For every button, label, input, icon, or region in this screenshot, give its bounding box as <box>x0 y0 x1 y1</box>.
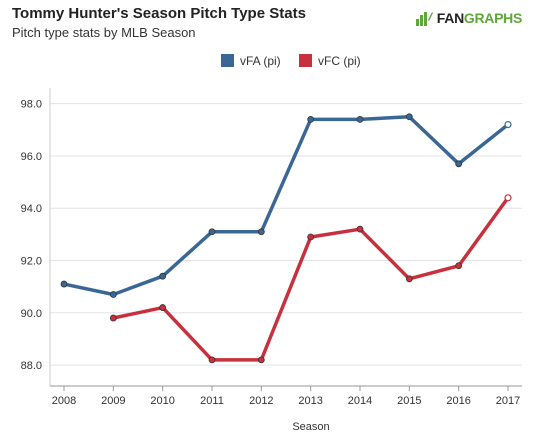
logo-text-suffix: GRAPHS <box>463 10 522 26</box>
x-tick-label: 2012 <box>249 395 273 407</box>
x-tick-label: 2013 <box>298 395 322 407</box>
data-point[interactable] <box>455 160 463 168</box>
x-tick-label: 2008 <box>52 395 76 407</box>
data-point[interactable] <box>208 228 216 236</box>
data-point[interactable] <box>405 275 413 283</box>
chart-subtitle: Pitch type stats by MLB Season <box>12 25 196 40</box>
data-point[interactable] <box>109 314 117 322</box>
y-tick-label: 90.0 <box>21 308 42 320</box>
legend-label[interactable]: vFC (pi) <box>318 54 361 68</box>
data-point[interactable] <box>405 113 413 121</box>
data-point[interactable] <box>208 356 216 364</box>
legend-swatch[interactable] <box>221 54 234 67</box>
data-point[interactable] <box>504 194 512 202</box>
y-tick-label: 94.0 <box>21 203 42 215</box>
legend-label[interactable]: vFA (pi) <box>240 54 281 68</box>
data-point[interactable] <box>257 356 265 364</box>
y-tick-label: 92.0 <box>21 256 42 268</box>
data-point[interactable] <box>257 228 265 236</box>
data-point[interactable] <box>356 115 364 123</box>
x-tick-label: 2011 <box>200 395 224 407</box>
logo-text-prefix: FAN <box>436 10 464 26</box>
series-line <box>111 196 510 362</box>
data-point[interactable] <box>159 272 167 280</box>
data-point[interactable] <box>356 225 364 233</box>
y-tick-label: 96.0 <box>21 151 42 163</box>
y-tick-label: 98.0 <box>21 99 42 111</box>
data-point[interactable] <box>60 280 68 288</box>
data-point[interactable] <box>307 233 315 241</box>
chart-title: Tommy Hunter's Season Pitch Type Stats <box>12 5 306 22</box>
x-tick-label: 2017 <box>496 395 520 407</box>
x-tick-label: 2014 <box>348 395 372 407</box>
x-tick-label: 2010 <box>150 395 174 407</box>
x-tick-label: 2016 <box>446 395 470 407</box>
data-point[interactable] <box>307 115 315 123</box>
x-tick-label: 2009 <box>101 395 125 407</box>
data-point[interactable] <box>109 291 117 298</box>
series-line <box>62 115 510 297</box>
fangraphs-logo-text: FANGRAPHS <box>436 10 523 26</box>
legend-swatch[interactable] <box>299 54 312 67</box>
data-point[interactable] <box>455 262 463 270</box>
y-tick-label: 88.0 <box>21 360 42 372</box>
fangraphs-logo[interactable]: FANGRAPHS <box>415 10 523 26</box>
x-tick-label: 2015 <box>397 395 421 407</box>
data-point[interactable] <box>504 120 512 129</box>
data-point[interactable] <box>159 304 167 311</box>
fangraphs-logo-icon <box>415 12 433 26</box>
x-axis-title: Season <box>292 421 329 433</box>
